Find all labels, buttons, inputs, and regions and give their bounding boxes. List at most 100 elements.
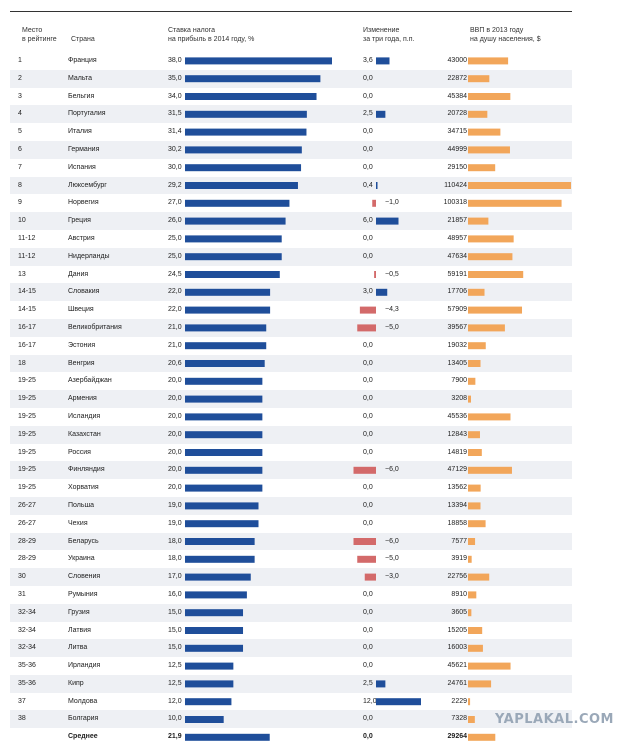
country-cell: Азербайджан <box>68 377 112 385</box>
gdp-value: 22756 <box>447 573 467 581</box>
gdp-value: 14819 <box>447 448 467 456</box>
rank-cell: 9 <box>18 199 22 207</box>
tax-bar <box>185 520 259 528</box>
top-rule <box>10 11 572 12</box>
country-cell: Дания <box>68 270 89 278</box>
table-row: 32-34 Литва 15,0 0,0 16003 <box>10 639 572 658</box>
change-bar <box>353 466 376 474</box>
table-row: 19-25 Армения 20,0 0,0 3208 <box>10 390 572 408</box>
gdp-value: 2229 <box>451 697 467 705</box>
change-value: 0,0 <box>363 662 373 670</box>
change-value: 0,0 <box>363 74 373 82</box>
tax-bar <box>185 644 244 652</box>
change-bar <box>376 217 399 225</box>
gdp-value: 45621 <box>447 662 467 670</box>
gdp-value: 45384 <box>447 92 467 100</box>
table-row: 3 Бельгия 34,0 0,0 45384 <box>10 88 572 106</box>
country-cell: Беларусь <box>68 537 99 545</box>
country-cell: Россия <box>68 448 91 456</box>
header-country-label: Страна <box>71 36 95 43</box>
gdp-value: 100318 <box>443 199 467 207</box>
change-bar <box>374 271 376 278</box>
country-cell: Франция <box>68 57 97 64</box>
rank-cell: 32-34 <box>18 644 36 652</box>
country-cell: Среднее <box>68 733 98 741</box>
change-bar <box>364 573 376 581</box>
tax-value: 38,0 <box>168 57 182 64</box>
table-row: 38 Болгария 10,0 0,0 7328 <box>10 710 572 729</box>
gdp-bar <box>468 449 482 456</box>
header-change: Изменение за три года, п.п. <box>363 26 414 44</box>
rank-cell: 3 <box>18 92 22 100</box>
tax-value: 12,5 <box>168 662 182 670</box>
rank-cell: 35-36 <box>18 662 36 670</box>
header-tax-line2: на прибыль в 2014 году, % <box>168 36 255 43</box>
table-row: 14-15 Словакия 22,0 3,0 17706 <box>10 283 572 302</box>
tax-bar <box>185 555 255 563</box>
gdp-bar <box>468 484 481 492</box>
tax-value: 20,0 <box>168 395 182 403</box>
table-row: 19-25 Россия 20,0 0,0 14819 <box>10 444 572 462</box>
rank-cell: 30 <box>18 573 26 581</box>
gdp-bar <box>468 93 511 100</box>
gdp-value: 3605 <box>451 608 467 616</box>
change-value: −6,0 <box>385 466 399 474</box>
gdp-value: 47129 <box>447 466 467 474</box>
tax-value: 20,0 <box>168 412 182 420</box>
rank-cell: 16-17 <box>18 323 36 331</box>
change-bar <box>357 324 376 332</box>
gdp-bar <box>468 146 510 154</box>
change-value: 3,6 <box>363 57 373 64</box>
tax-value: 34,0 <box>168 92 182 100</box>
country-cell: Хорватия <box>68 484 99 492</box>
rank-cell: 13 <box>18 270 26 278</box>
table-row: 26-27 Чехия 19,0 0,0 18858 <box>10 515 572 533</box>
table-row: 19-25 Азербайджан 20,0 0,0 7900 <box>10 372 572 390</box>
tax-value: 22,0 <box>168 306 182 314</box>
country-cell: Казахстан <box>68 430 101 438</box>
country-cell: Польша <box>68 501 95 509</box>
gdp-bar <box>468 377 476 385</box>
tax-bar <box>185 271 280 278</box>
tax-bar <box>185 93 317 100</box>
gdp-bar <box>468 324 505 332</box>
change-bar <box>376 680 386 688</box>
tax-bar <box>185 110 307 118</box>
country-cell: Австрия <box>68 234 95 242</box>
tax-bar <box>185 431 263 439</box>
rank-cell: 26-27 <box>18 519 36 527</box>
header-rank: Место в рейтинге <box>22 26 57 44</box>
country-cell: Молдова <box>68 697 98 705</box>
gdp-bar <box>468 217 489 225</box>
change-value: 0,0 <box>363 626 373 634</box>
header-gdp: ВВП в 2013 году на душу населения, $ <box>470 26 541 44</box>
change-bar <box>376 110 386 118</box>
rank-cell: 19-25 <box>18 395 36 403</box>
table-row: 37 Молдова 12,0 12,0 2229 <box>10 693 572 711</box>
gdp-value: 57909 <box>447 306 467 314</box>
country-cell: Румыния <box>68 590 98 598</box>
rank-cell: 2 <box>18 74 22 82</box>
table-row: 35-36 Ирландия 12,5 0,0 45621 <box>10 657 572 675</box>
rank-cell: 4 <box>18 110 22 118</box>
country-cell: Эстония <box>68 341 96 349</box>
country-cell: Армения <box>68 395 97 403</box>
tax-bar <box>185 395 263 403</box>
tax-bar <box>185 128 307 136</box>
average-row: Среднее 21,9 0,0 29264 <box>10 728 572 746</box>
tax-bar <box>185 164 302 172</box>
tax-bar <box>185 680 234 688</box>
gdp-value: 7577 <box>451 537 467 545</box>
table-row: 11-12 Австрия 25,0 0,0 48957 <box>10 230 572 248</box>
rank-cell: 32-34 <box>18 608 36 616</box>
tax-bar <box>185 502 259 510</box>
change-value: 0,0 <box>363 163 373 171</box>
rank-cell: 1 <box>18 57 22 64</box>
change-value: 0,0 <box>363 412 373 420</box>
tax-bar <box>185 182 298 189</box>
tax-bar <box>185 306 271 314</box>
tax-value: 18,0 <box>168 555 182 563</box>
gdp-value: 15205 <box>447 626 467 634</box>
tax-bar <box>185 413 263 421</box>
table-row: 19-25 Исландия 20,0 0,0 45536 <box>10 408 572 426</box>
